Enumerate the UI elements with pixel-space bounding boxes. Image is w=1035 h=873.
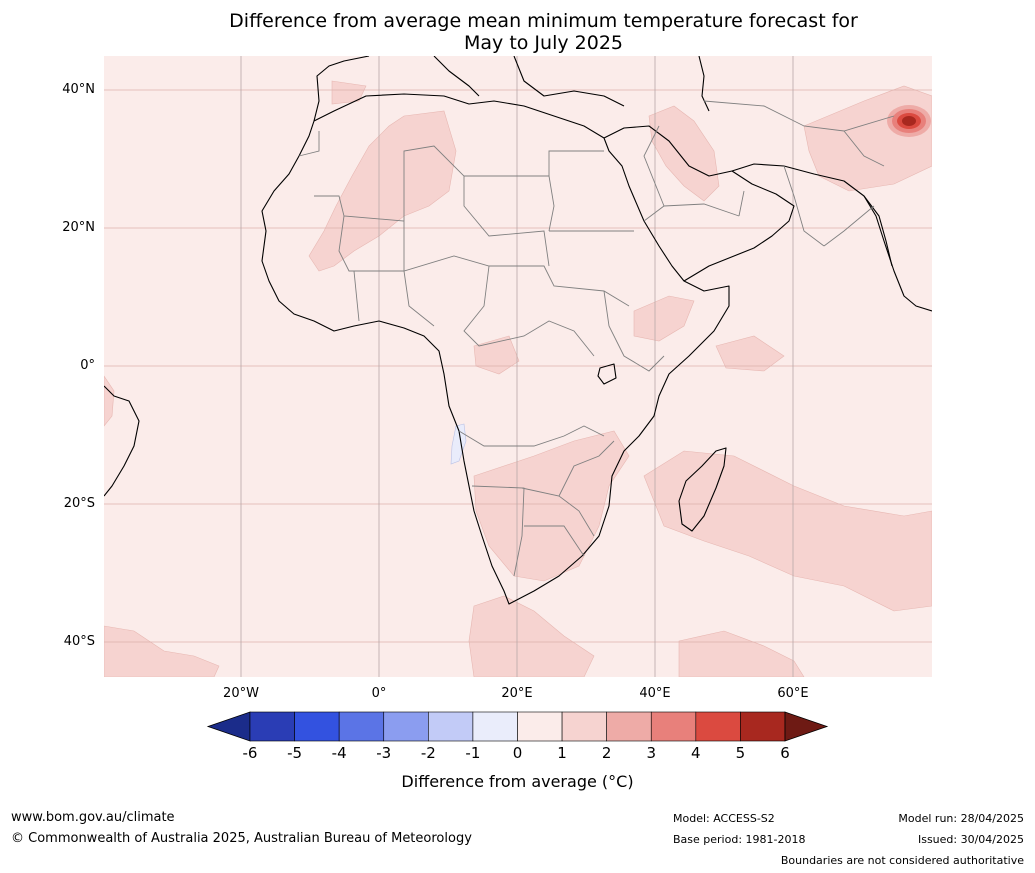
india-west-coast — [863, 195, 893, 267]
colorbar-tick-label: -3 — [376, 744, 392, 762]
lon-label-20e: 20°E — [501, 686, 533, 701]
colorbar-tick-label: -2 — [420, 744, 436, 762]
coastlines — [104, 56, 932, 605]
lat-label-20s: 20°S — [63, 496, 95, 511]
warm-area-indian-ocean-south — [643, 450, 932, 612]
colorbar-tick-label: 2 — [601, 744, 612, 762]
warm-area-sahara — [308, 110, 457, 272]
lon-label-60e: 60°E — [777, 686, 809, 701]
colorbar-tick-label: -6 — [242, 744, 258, 762]
lat-label-40n: 40°N — [62, 82, 95, 97]
south-america-coastline — [104, 385, 140, 497]
warm-anomaly-areas — [104, 80, 932, 677]
colorbar-swatch — [740, 711, 786, 742]
colorbar-swatch — [249, 711, 295, 742]
map-title-line2: May to July 2025 — [464, 32, 623, 54]
greece-turkey-coastline — [513, 56, 625, 107]
italy-coastline — [433, 56, 480, 97]
colorbar-tick-label: -5 — [287, 744, 303, 762]
warm-area-southern-ocean-east — [678, 630, 805, 677]
base-period: Base period: 1981-2018 — [673, 833, 806, 846]
hot-anomaly-hotspot — [887, 105, 931, 137]
colorbar-tick-label: 5 — [735, 744, 746, 762]
colorbar-tick-label: 0 — [512, 744, 523, 762]
colorbar-swatch — [561, 711, 607, 742]
colorbar-swatch — [695, 711, 741, 742]
southwest-asia-coastline — [731, 163, 932, 312]
map-title: Difference from average mean minimum tem… — [0, 10, 1035, 54]
arabia-coastline — [603, 125, 795, 282]
colorbar-swatch — [338, 711, 385, 742]
colorbar-label: Difference from average (°C) — [401, 772, 634, 791]
lat-label-40s: 40°S — [63, 634, 95, 649]
colorbar-tick-label: 6 — [780, 744, 790, 762]
colorbar-tick-label: 1 — [557, 744, 567, 762]
colorbar-swatch — [517, 711, 563, 742]
warm-area-east-africa — [633, 295, 695, 342]
warm-area-indian-ocean-north — [715, 335, 785, 372]
lon-label-40e: 40°E — [639, 686, 671, 701]
issued-date: Issued: 30/04/2025 — [917, 833, 1024, 846]
colorbar — [206, 711, 829, 742]
lat-label-20n: 20°N — [62, 220, 95, 235]
colorbar-swatch — [606, 711, 652, 742]
colorbar-swatch — [650, 711, 697, 742]
temperature-anomaly-map — [104, 56, 932, 677]
colorbar-tick-label: 3 — [646, 744, 657, 762]
colorbar-extend-low — [206, 711, 251, 742]
warm-area-congo — [473, 335, 520, 375]
lat-label-0: 0° — [80, 358, 95, 373]
boundaries-disclaimer: Boundaries are not considered authoritat… — [780, 854, 1024, 867]
copyright-text: © Commonwealth of Australia 2025, Austra… — [11, 831, 472, 846]
cool-anomaly-area — [450, 423, 467, 465]
colorbar-swatch — [294, 711, 340, 742]
lake-victoria — [597, 363, 617, 385]
colorbar-swatch — [428, 711, 474, 742]
country-borders — [298, 100, 895, 577]
colorbar-swatch — [472, 711, 518, 742]
model-run-date: Model run: 28/04/2025 — [898, 812, 1024, 825]
colorbar-extend-high — [784, 711, 829, 742]
lon-label-20w: 20°W — [223, 686, 259, 701]
map-title-line1: Difference from average mean minimum tem… — [229, 10, 858, 32]
warm-area-middle-east — [648, 105, 720, 202]
madagascar-coastline — [678, 447, 727, 532]
map-background — [104, 56, 932, 677]
graticule — [104, 56, 932, 677]
colorbar-tick-label: 4 — [691, 744, 701, 762]
colorbar-tick-label: -4 — [331, 744, 347, 762]
website-link[interactable]: www.bom.gov.au/climate — [11, 810, 175, 825]
caspian-coastline — [698, 56, 710, 112]
warm-area-southern-africa — [473, 430, 630, 582]
colorbar-tick-label: -1 — [465, 744, 481, 762]
colorbar-swatch — [383, 711, 429, 742]
warm-area-southern-ocean-west — [104, 625, 220, 677]
model-name: Model: ACCESS-S2 — [673, 812, 775, 825]
europe-coastline — [313, 56, 370, 122]
lon-label-0: 0° — [371, 686, 387, 701]
africa-coastline — [261, 93, 730, 605]
warm-area-mediterranean — [331, 80, 367, 105]
